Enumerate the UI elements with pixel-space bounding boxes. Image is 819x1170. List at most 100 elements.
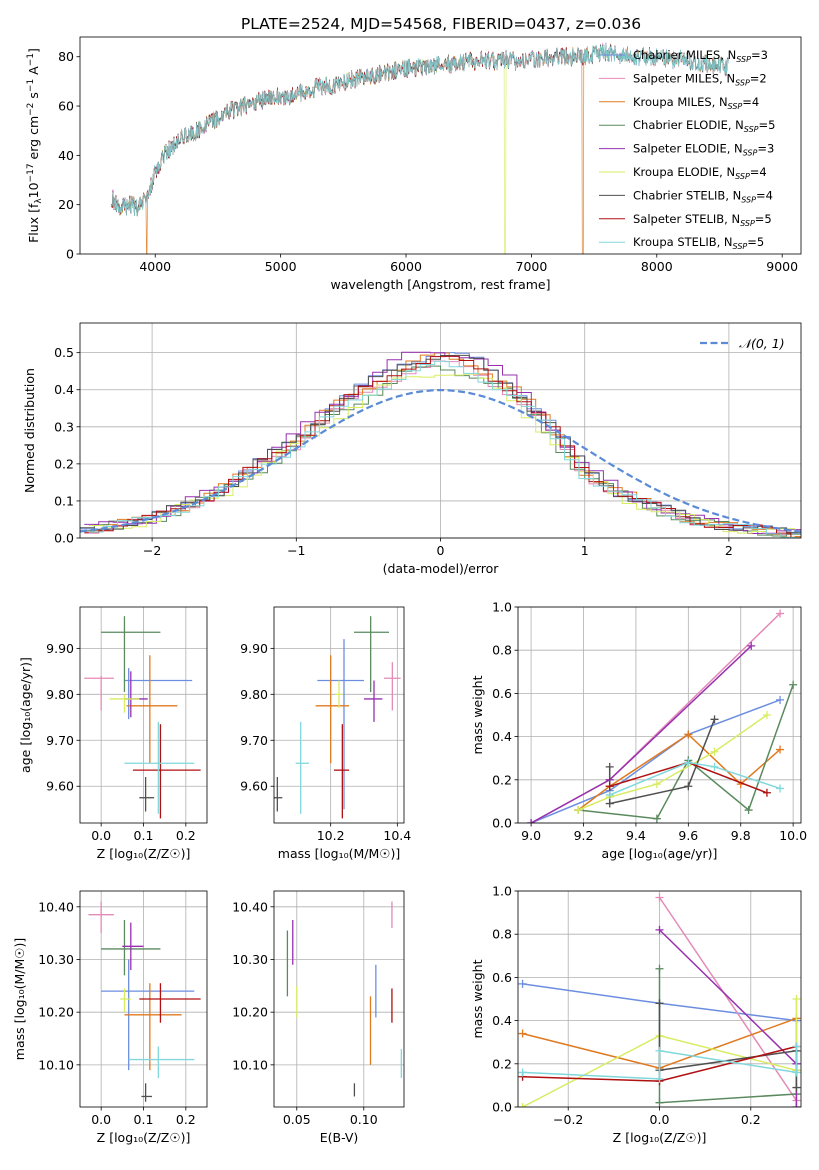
spectrum-ytick-label: 20 [58, 197, 74, 212]
z_weight-marker-kroupa_elodie [518, 1103, 527, 1107]
ebv_mass-ytick-label: 10.40 [232, 899, 268, 914]
age_weight-line-kroupa_stelib [609, 761, 781, 796]
legend-label-eq: =3 [757, 142, 774, 156]
residuals-ytick-label: 0.4 [54, 382, 74, 397]
residuals-xtick-label: −2 [143, 543, 161, 558]
z_weight-ytick-label: 0.4 [492, 1013, 512, 1028]
residuals-ylabel: Normed distribution [22, 368, 37, 493]
ebv_mass-plot [286, 901, 402, 1097]
z_mass-xtick-label: 0.0 [91, 1112, 111, 1127]
residuals-xtick-label: 1 [581, 543, 589, 558]
legend-label-chabrier_miles: Chabrier MILES, NSSP=3 [633, 48, 768, 64]
legend-label-text: Salpeter MILES, N [633, 71, 735, 85]
legend-label-text: Kroupa ELODIE, N [633, 165, 735, 179]
legend-label-text: Salpeter ELODIE, N [633, 142, 743, 156]
ebv_mass-panel: 0.05 0.10 10.10 10.20 10.30 10.40 E(B-V) [232, 890, 405, 1145]
spectrum-xtick-label: 4000 [139, 259, 171, 274]
z_weight-panel: −0.2 0.0 0.2 0.0 0.2 0.4 0.6 0.8 1.0 Z [log₁₀(Z/Z… [470, 884, 802, 1145]
ebv_mass-xlabel: E(B-V) [320, 1130, 359, 1145]
legend-label-kroupa_miles: Kroupa MILES, NSSP=4 [633, 95, 759, 111]
ebv_mass-ytick-label: 10.30 [232, 952, 268, 967]
spectrum-xtick-label: 5000 [265, 259, 297, 274]
legend-label-eq: =4 [756, 188, 773, 202]
z_weight-frame [517, 890, 802, 1108]
age_weight-marker-chabrier_elodie [652, 814, 661, 823]
spectrum-ylabel-part: 10 [26, 182, 41, 198]
age_weight-marker-kroupa_elodie [574, 806, 583, 815]
z_weight-marker-kroupa_miles [518, 1029, 527, 1038]
spectrum-ylabel: Flux [fλ10−17 erg cm−2 s−1 A−1] [26, 48, 44, 243]
z_weight-ytick-label: 0.6 [492, 970, 512, 985]
mass_age-ytick-label: 9.70 [240, 733, 268, 748]
age_weight-marker-kroupa_stelib [605, 790, 614, 799]
residuals-xtick-label: 2 [725, 543, 733, 558]
mass_age-plot [274, 616, 401, 819]
residuals-ytick-label: 0.3 [54, 419, 74, 434]
z_mass-panel: 0.0 0.1 0.2 10.10 10.20 10.30 10.40 Z [log₁₀(Z/… [12, 890, 208, 1145]
z_age-ytick-label: 9.70 [46, 733, 74, 748]
z_mass-ytick-label: 10.20 [38, 1005, 74, 1020]
spectrum-ylabel-part: A [26, 66, 41, 79]
spectrum-ylabel-part: −1 [26, 79, 36, 92]
mass_age-panel: 10.2 10.4 9.60 9.70 9.80 9.90 mass [log₁₀(M/M☉… [240, 606, 411, 861]
residuals-ytick-label: 0.1 [54, 493, 74, 508]
legend-label-sub: SSP [736, 55, 751, 64]
legend-label-sub: SSP [735, 78, 750, 87]
age_weight-marker-chabrier_stelib [710, 715, 719, 724]
z_weight-line-chabrier_elodie [658, 968, 797, 1104]
age_weight-ytick-label: 0.6 [492, 686, 512, 701]
age_weight-ytick-label: 1.0 [492, 600, 512, 615]
gaussian-curve [80, 389, 801, 533]
legend-label-eq: =3 [751, 48, 768, 62]
histogram-salpeter_elodie [84, 351, 801, 534]
z_age-xtick-label: 0.2 [176, 828, 196, 843]
mass_age-frame [273, 606, 405, 824]
spectrum-ylabel-part: s [26, 92, 41, 103]
z_age-grid [80, 607, 207, 823]
legend-label-eq: =5 [759, 118, 776, 132]
z_weight-xtick-label: 0.0 [650, 1112, 670, 1127]
legend-label-text: Kroupa MILES, N [633, 95, 728, 109]
histogram-salpeter_miles [84, 360, 801, 538]
legend-label-eq: =5 [747, 235, 764, 249]
z_weight-line-salpeter_miles [658, 897, 798, 1101]
z_mass-ylabel: mass [log₁₀(M/M☉)] [12, 938, 27, 1060]
mass_age-grid [274, 607, 404, 823]
age_weight-ytick-label: 0.8 [492, 643, 512, 658]
spectrum-xtick-label: 9000 [766, 259, 798, 274]
age_weight-xtick-label: 9.4 [626, 828, 646, 843]
age_weight-xtick-label: 9.0 [521, 828, 541, 843]
spectrum-plot [110, 42, 729, 254]
age_weight-marker-salpeter_stelib [762, 788, 771, 797]
residuals-xtick-label: −1 [287, 543, 305, 558]
legend-label-sub: SSP [741, 195, 756, 204]
age_weight-xtick-label: 9.8 [731, 828, 751, 843]
z_age-ytick-label: 9.90 [46, 641, 74, 656]
legend-label-sub: SSP [744, 125, 759, 134]
z_weight-marker-kroupa_stelib [655, 1074, 664, 1083]
z_mass-xtick-label: 0.2 [176, 1112, 196, 1127]
legend-label-salpeter_elodie: Salpeter ELODIE, NSSP=3 [633, 142, 774, 158]
age_weight-plot [527, 609, 798, 823]
gaussian-legend-label: 𝒩(0, 1) [739, 336, 785, 351]
spectrum-ytick-label: 40 [58, 148, 74, 163]
legend-label-eq: =4 [742, 95, 759, 109]
legend-label-eq: =4 [750, 165, 767, 179]
z_weight-marker-salpeter_miles [655, 893, 664, 902]
spectrum-ylabel-part: −1 [26, 53, 36, 66]
legend-label-kroupa_elodie: Kroupa ELODIE, NSSP=4 [633, 165, 767, 181]
age_weight-marker-kroupa_elodie [710, 747, 719, 756]
z_age-xlabel: Z [log₁₀(Z/Z☉)] [97, 846, 191, 861]
age_weight-marker-kroupa_elodie [762, 711, 771, 719]
age_weight-ytick-label: 0.0 [492, 816, 512, 831]
z_weight-plot [518, 893, 801, 1107]
mass_age-ytick-label: 9.90 [240, 641, 268, 656]
z_age-ylabel: age [log₁₀(age/yr)] [18, 657, 33, 773]
spectrum-ylabel-part: λ [34, 198, 44, 204]
z_mass-ytick-label: 10.30 [38, 952, 74, 967]
z_weight-line-chabrier_stelib [658, 1003, 798, 1088]
mass_age-xtick-label: 10.4 [383, 828, 411, 843]
spectrum-ylabel-part: erg cm [26, 116, 41, 164]
